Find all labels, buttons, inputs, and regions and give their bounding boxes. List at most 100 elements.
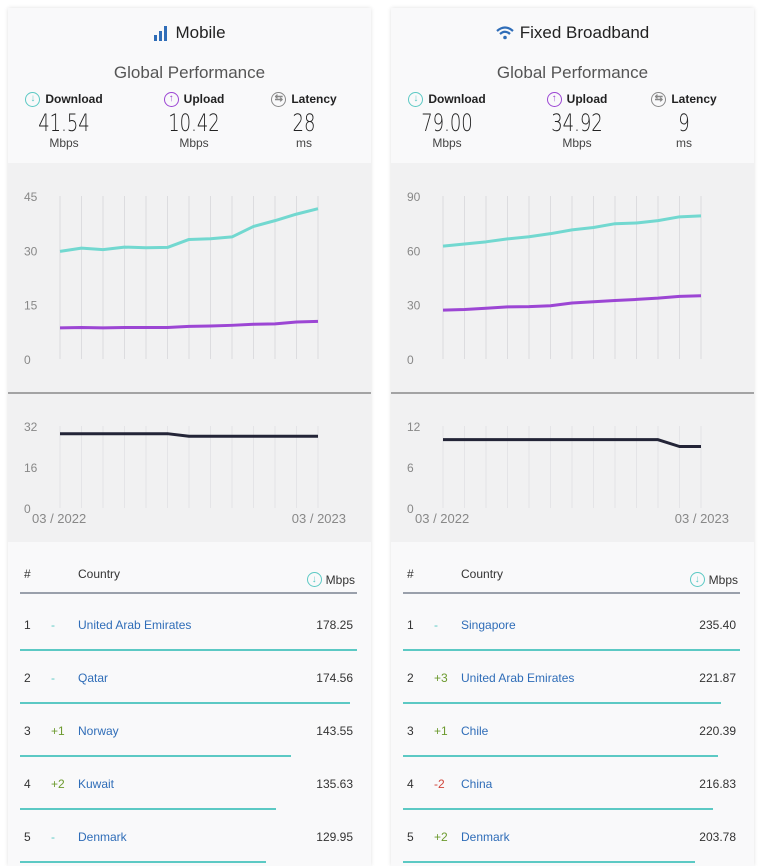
download-arrow-icon: ↓ — [689, 572, 705, 587]
download-label: Download — [45, 92, 103, 106]
latency-label: Latency — [671, 92, 717, 106]
table-row[interactable]: 1 - Singapore 235.40 — [391, 600, 754, 653]
download-metric: ↓ Download 41.54 Mbps — [14, 90, 114, 150]
rank-number: 1 — [24, 618, 31, 632]
rank-change: - — [51, 830, 55, 844]
speed-bar — [20, 808, 277, 810]
country-link[interactable]: Denmark — [461, 830, 510, 844]
panel-subtitle: Global Performance — [113, 63, 266, 82]
panel-header: Mobile Global Performance ↓ Download 41.5… — [8, 8, 371, 163]
rank-change: - — [434, 618, 438, 632]
panel-title: Mobile — [8, 23, 371, 43]
country-link[interactable]: Qatar — [78, 671, 109, 685]
country-link[interactable]: Kuwait — [78, 777, 115, 791]
col-speed-label: Mbps — [708, 572, 738, 587]
download-line — [442, 214, 702, 248]
speed-value: 178.25 — [316, 618, 353, 632]
download-unit: Mbps — [432, 136, 462, 150]
y-tick-label: 15 — [24, 299, 38, 313]
speed-value: 220.39 — [699, 724, 736, 738]
x-end-label: 03 / 2023 — [292, 511, 346, 526]
country-link[interactable]: Norway — [78, 724, 119, 738]
speed-bar — [403, 808, 714, 810]
latency-icon: ⇆ — [271, 91, 287, 107]
y-tick-label: 30 — [24, 244, 38, 258]
table-row[interactable]: 5 - Denmark 129.95 — [8, 812, 371, 865]
country-link[interactable]: United Arab Emirates — [78, 618, 192, 632]
download-arrow-icon: ↓ — [25, 91, 41, 107]
rank-number: 2 — [407, 671, 414, 685]
country-link[interactable]: Denmark — [78, 830, 127, 844]
speed-value: 203.78 — [699, 830, 736, 844]
table-row[interactable]: 2 +3 United Arab Emirates 221.87 — [391, 653, 754, 706]
upload-unit: Mbps — [179, 136, 209, 150]
upload-value: 34.92 — [551, 109, 603, 137]
latency-tick-label: 6 — [407, 461, 414, 475]
ranking-table: # Country ↓ Mbps 1 - Singapore 235.40 2 +3 Uni… — [391, 542, 754, 866]
country-link[interactable]: Chile — [461, 724, 489, 738]
table-row[interactable]: 3 +1 Chile 220.39 — [391, 706, 754, 759]
rank-change: +1 — [434, 724, 448, 738]
charts-area: 90 60 30 0 12 6 0 03 / 2022 03 / 2023 — [391, 163, 754, 542]
speed-bar — [20, 702, 350, 704]
y-tick-label: 0 — [407, 353, 414, 367]
latency-line — [443, 438, 701, 448]
ranking-table: # Country ↓ Mbps 1- United Arab Emirates 1… — [8, 542, 371, 866]
speed-bar — [403, 861, 695, 863]
rank-change: +3 — [434, 671, 448, 685]
col-rank-header: # — [407, 567, 414, 581]
download-unit: Mbps — [49, 136, 79, 150]
speed-value: 216.83 — [699, 777, 736, 791]
download-metric: ↓ Download 79.00 Mbps — [397, 90, 497, 150]
header-divider — [20, 592, 357, 594]
upload-line — [59, 319, 319, 330]
panel-title: Fixed Broadband — [391, 23, 754, 43]
latency-unit: ms — [296, 136, 312, 150]
latency-label: Latency — [291, 92, 337, 106]
panel-title-text: Mobile — [175, 23, 226, 42]
charts-area: 45 30 15 0 32 16 0 03 / 2022 03 / 2023 — [8, 163, 371, 542]
latency-value: 28 — [292, 109, 316, 137]
latency-tick-label: 16 — [24, 461, 38, 475]
x-end-label: 03 / 2023 — [675, 511, 729, 526]
speed-bar — [20, 861, 266, 863]
rank-change: -2 — [434, 777, 445, 791]
latency-icon: ⇆ — [651, 91, 667, 107]
country-link[interactable]: United Arab Emirates — [461, 671, 575, 685]
download-arrow-icon: ↓ — [408, 91, 424, 107]
download-line — [59, 207, 319, 253]
y-tick-label: 30 — [407, 299, 421, 313]
x-start-label: 03 / 2022 — [32, 511, 86, 526]
speed-value: 135.63 — [316, 777, 353, 791]
speed-bar — [20, 649, 357, 651]
download-value: 41.54 — [38, 109, 90, 137]
table-row[interactable]: 3 +1 Norway 143.55 — [8, 706, 371, 759]
panel-header: Fixed Broadband Global Performance ↓ Down… — [391, 8, 754, 163]
table-row[interactable]: 5 +2 Denmark 203.78 — [391, 812, 754, 865]
upload-label: Upload — [566, 92, 608, 106]
col-country-header: Country — [461, 567, 504, 581]
rank-number: 4 — [407, 777, 414, 791]
rank-number: 3 — [407, 724, 414, 738]
latency-tick-label: 0 — [407, 502, 414, 516]
speed-bar — [403, 755, 719, 757]
rank-number: 3 — [24, 724, 31, 738]
x-start-label: 03 / 2022 — [415, 511, 469, 526]
country-link[interactable]: Singapore — [461, 618, 516, 632]
speed-bar — [20, 755, 292, 757]
upload-arrow-icon: ↑ — [546, 91, 562, 107]
table-row[interactable]: 1 - United Arab Emirates 178.25 — [8, 600, 371, 653]
rank-change: +1 — [51, 724, 65, 738]
table-row[interactable]: 4 +2 Kuwait 135.63 — [8, 759, 371, 812]
table-row[interactable]: 4 -2 China 216.83 — [391, 759, 754, 812]
rank-number: 1 — [407, 618, 414, 632]
y-tick-label: 45 — [24, 190, 38, 204]
rank-change: - — [51, 618, 55, 632]
latency-unit: ms — [676, 136, 692, 150]
country-link[interactable]: China — [461, 777, 493, 791]
download-value: 79.00 — [421, 109, 473, 137]
upload-metric: ↑ Upload 34.92 Mbps — [527, 90, 627, 150]
table-row[interactable]: 2 - Qatar 174.56 — [8, 653, 371, 706]
col-rank-header: # — [24, 567, 31, 581]
